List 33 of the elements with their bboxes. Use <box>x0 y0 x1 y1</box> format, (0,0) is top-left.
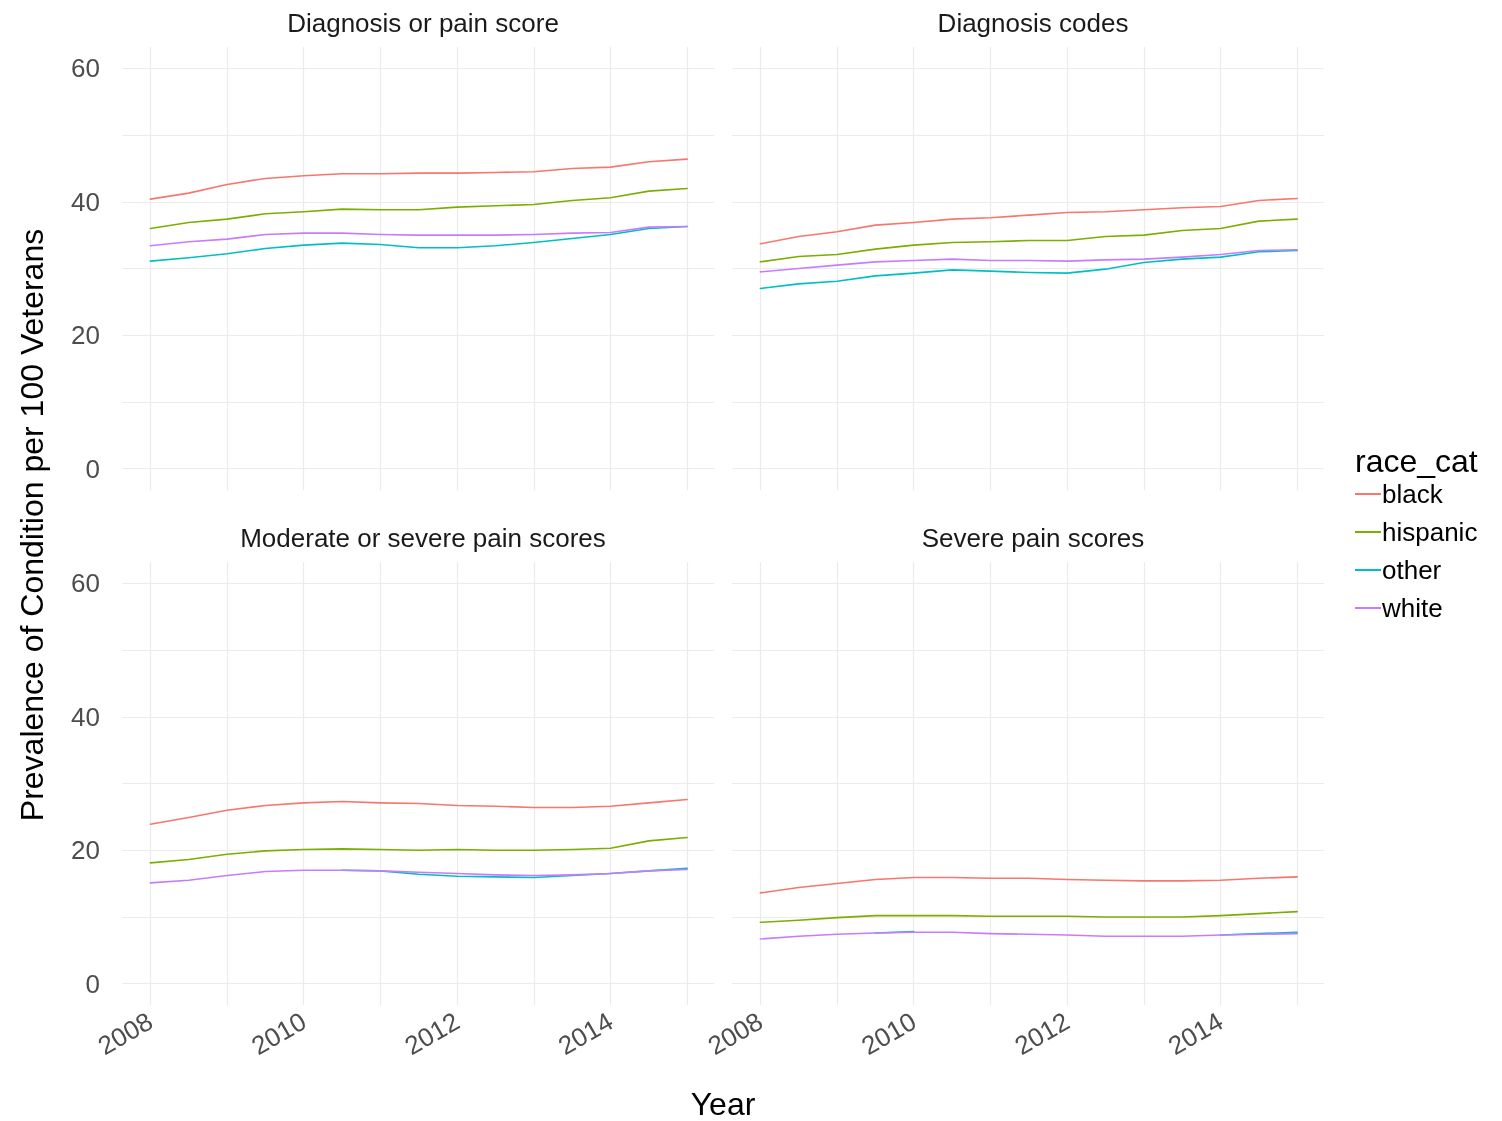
x-tick-label: 2008 <box>92 1006 158 1061</box>
y-tick-label: 0 <box>85 968 100 999</box>
y-tick-label: 60 <box>71 53 100 84</box>
x-tick-label: 2010 <box>246 1006 312 1061</box>
x-tick-label: 2010 <box>856 1006 922 1061</box>
x-tick-label: 2014 <box>552 1006 618 1061</box>
y-tick-label: 40 <box>71 701 100 732</box>
line-series <box>149 868 688 884</box>
x-tick-label: 2014 <box>1162 1006 1228 1061</box>
y-tick-label: 60 <box>71 568 100 599</box>
chart-title: Diagnosis codes <box>937 8 1129 38</box>
y-tick-label: 20 <box>71 320 100 351</box>
line-series <box>149 836 688 864</box>
line-series <box>149 158 688 200</box>
y-tick-label: 20 <box>71 835 100 866</box>
y-axis-title: Prevalence of Condition per 100 Veterans <box>13 228 51 822</box>
line-series <box>149 798 688 825</box>
y-tick-label: 40 <box>71 186 100 217</box>
line-series <box>149 225 688 247</box>
x-tick-label: 2012 <box>399 1006 465 1061</box>
legend-label: black <box>1382 479 1444 509</box>
x-tick-label: 2012 <box>1009 1006 1075 1061</box>
legend-title: race_cat <box>1355 443 1478 479</box>
legend-label: other <box>1382 555 1442 585</box>
legend-label: white <box>1381 593 1443 623</box>
legend-label: hispanic <box>1382 517 1478 547</box>
x-tick-label: 2008 <box>702 1006 768 1061</box>
chart-title: Diagnosis or pain score <box>287 8 559 38</box>
chart-title: Moderate or severe pain scores <box>240 523 606 553</box>
y-tick-label: 0 <box>85 453 100 484</box>
chart-title: Severe pain scores <box>921 523 1145 553</box>
line-series <box>149 187 688 230</box>
x-axis-title: Year <box>690 1085 756 1121</box>
